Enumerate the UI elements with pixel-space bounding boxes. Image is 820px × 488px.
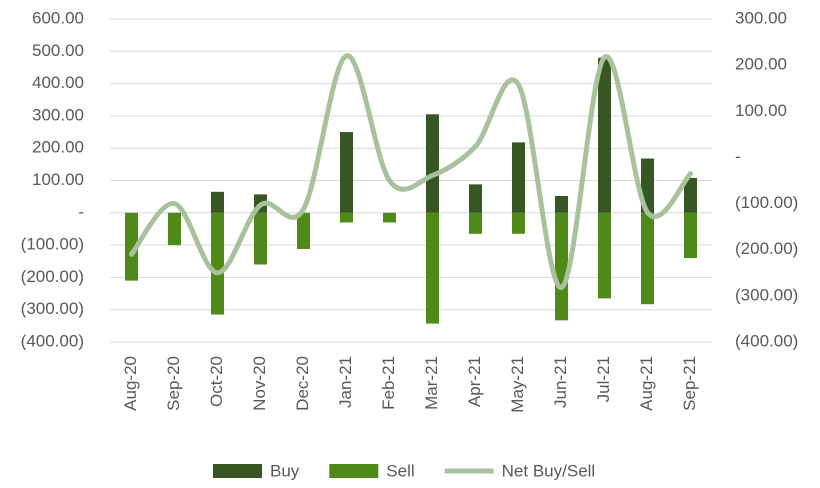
x-tick-label: Jun-21 [551,356,570,408]
x-tick-label: Aug-21 [637,356,656,411]
x-tick-label: Mar-21 [422,356,441,410]
y-tick-label: 400.00 [32,73,84,92]
y2-tick-label: 200.00 [735,55,787,74]
bar [426,212,439,324]
x-tick-label: Apr-21 [465,356,484,407]
line [129,53,693,291]
legend-swatch [329,464,379,478]
y-tick-label: 300.00 [32,105,84,124]
x-tick-label: Jan-21 [336,356,355,408]
bar [555,196,568,213]
legend-label: Sell [386,461,414,480]
bar [211,191,224,213]
y2-tick-label: 100.00 [735,101,787,120]
y-tick-label: 200.00 [32,138,84,157]
bar [340,132,353,213]
y2-tick-label: 300.00 [735,8,787,27]
y-tick-label: - [78,202,84,221]
bar [684,177,697,213]
x-tick-label: Oct-20 [207,356,226,407]
bar [469,184,482,213]
y-tick-label: (200.00) [21,267,84,286]
bar [340,212,353,223]
bar [641,212,654,305]
y2-tick-label: - [735,147,741,166]
legend-swatch [213,464,262,478]
y-tick-label: (300.00) [21,299,84,318]
y-tick-label: 500.00 [32,41,84,60]
bar [426,114,439,213]
bar [684,212,697,259]
x-tick-label: Aug-20 [121,356,140,411]
y2-tick-label: (100.00) [735,193,798,212]
x-tick-label: Nov-20 [250,356,269,411]
x-tick-label: Sep-21 [680,356,699,411]
y-tick-label: 100.00 [32,170,84,189]
x-tick-label: May-21 [508,356,527,413]
bar [512,142,525,213]
y2-tick-label: (200.00) [735,239,798,258]
bar [383,212,396,223]
bar [168,212,181,246]
x-tick-label: Sep-20 [164,356,183,411]
y-tick-label: (400.00) [21,331,84,350]
bar [297,212,310,249]
legend-label: Buy [270,461,300,480]
legend-label: Net Buy/Sell [502,461,596,480]
y-tick-label: (100.00) [21,235,84,254]
y2-tick-label: (400.00) [735,331,798,350]
bar [512,212,525,234]
y-tick-label: 600.00 [32,8,84,27]
bar [598,57,611,213]
bar [211,212,224,315]
bar [598,212,611,299]
x-tick-label: Dec-20 [293,356,312,411]
bar [125,212,138,281]
bar [555,212,568,321]
bar [469,212,482,234]
bar [254,212,267,265]
y2-tick-label: (300.00) [735,285,798,304]
x-tick-label: Jul-21 [594,356,613,402]
x-tick-label: Feb-21 [379,356,398,410]
